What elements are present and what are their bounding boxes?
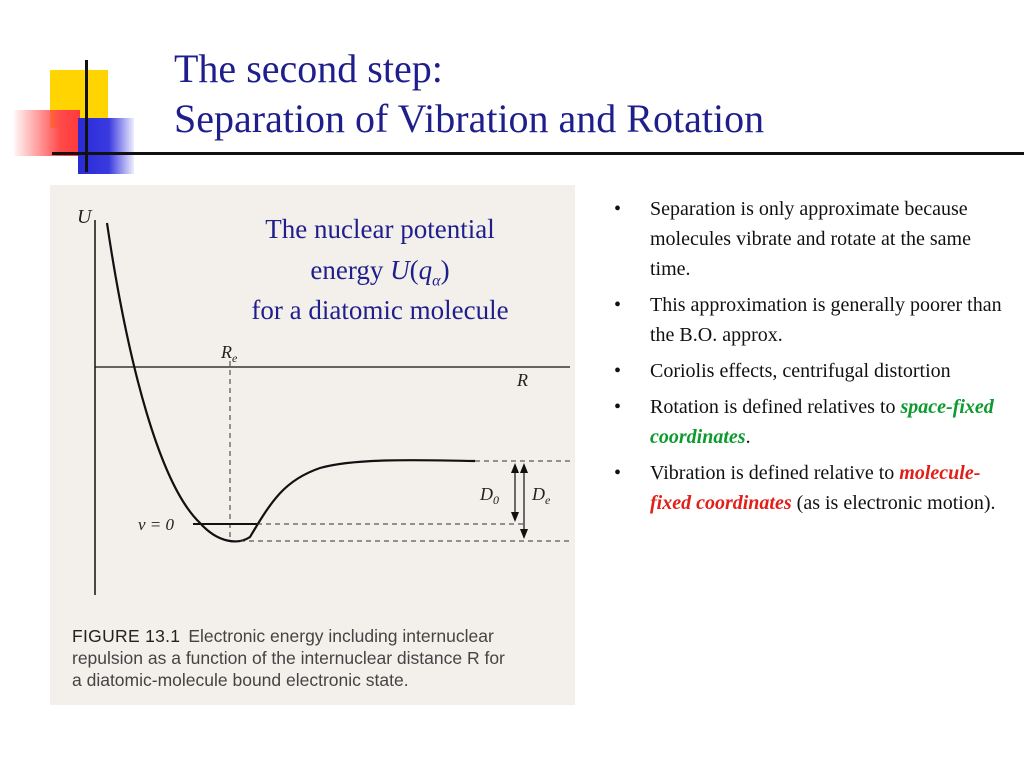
bullet-item: Rotation is defined relatives to space-f… [612, 392, 1002, 452]
bullet-item: This approximation is generally poorer t… [612, 290, 1002, 350]
r-axis-label: R [516, 370, 528, 390]
d0-arrow-head-bottom [511, 512, 519, 522]
de-arrow-head-top [520, 463, 528, 473]
de-label: De [531, 484, 551, 507]
d0-arrow-head-top [511, 463, 519, 473]
bullet-item: Separation is only approximate because m… [612, 194, 1002, 284]
de-arrow-head-bottom [520, 529, 528, 539]
slide-title: The second step: Separation of Vibration… [174, 44, 764, 144]
title-underline [52, 152, 1024, 155]
potential-energy-figure: U R Re v = 0 D0 De The nuclear potential… [50, 185, 575, 705]
molecule-fixed-highlight: molecule-fixed coordinates [650, 462, 981, 514]
v0-label: v = 0 [138, 515, 175, 534]
potential-energy-plot: U R Re v = 0 D0 De [77, 206, 570, 595]
potential-curve [105, 222, 476, 543]
figure-caption: FIGURE 13.1 Electronic energy including i… [72, 625, 572, 691]
d0-label: D0 [479, 484, 499, 507]
title-line-2: Separation of Vibration and Rotation [174, 96, 765, 141]
figure-number: FIGURE 13.1 [72, 626, 181, 646]
caption-line-3: a diatomic-molecule bound electronic sta… [72, 670, 409, 690]
annotation-line-2: energy U(qα) [310, 255, 450, 290]
space-fixed-highlight: space-fixed coordinates [650, 396, 994, 448]
annotation-line-3: for a diatomic molecule [251, 295, 509, 325]
title-line-1: The second step: [174, 46, 443, 91]
re-label: Re [220, 342, 238, 365]
caption-line-1: FIGURE 13.1 Electronic energy including i… [72, 626, 494, 646]
bullet-item: Coriolis effects, centrifugal distortion [612, 356, 1002, 386]
bullet-item: Vibration is defined relative to molecul… [612, 458, 1002, 518]
caption-line-2: repulsion as a function of the internucl… [72, 648, 505, 668]
decor-vertical-line [85, 60, 88, 172]
y-axis-label: U [77, 206, 93, 228]
bullet-list: Separation is only approximate because m… [612, 194, 1002, 524]
annotation-line-1: The nuclear potential [265, 214, 495, 244]
decor-red-square [14, 110, 80, 156]
